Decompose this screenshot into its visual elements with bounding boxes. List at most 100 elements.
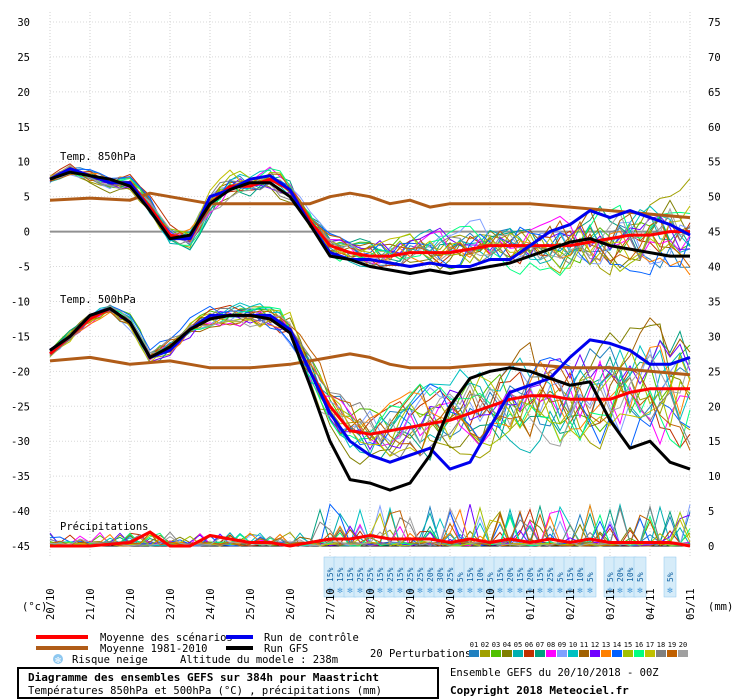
snowflake-icon: ✻ [337,586,343,596]
x-date-label: 31/10 [485,588,497,620]
snow-risk-label: 25% [366,567,375,582]
x-date-label: 01/11 [525,588,537,620]
snowflake-icon: ✻ [667,586,673,596]
legend-snow-label: Risque neige [72,654,148,666]
snow-risk-label: 15% [516,567,525,582]
x-date-label: 24/10 [205,588,217,620]
left-tick-label: 0 [24,227,30,239]
right-tick-label: 25 [708,366,721,378]
perturbation-line [49,310,691,456]
perturbation-legend: 01 02 03 04 05 06 07 08 09 10 11 12 13 14 15 16 17 18 19 20 [469,641,688,657]
snow-risk-label: 20% [426,567,435,582]
left-tick-label: -5 [17,262,30,274]
perturbation-id: 01 [470,641,478,649]
x-date-label: 21/10 [85,588,97,620]
x-date-label: 22/10 [125,588,137,620]
panel-label: Précipitations [60,521,149,533]
perturbation-swatch [535,650,545,657]
right-tick-label: 20 [708,401,721,413]
perturbations-label: 20 Perturbations [370,648,471,660]
snowflake-icon: ✻ [387,586,393,596]
right-tick-label: 60 [708,122,721,134]
series-line [49,352,691,377]
perturbation-id: 11 [580,641,588,649]
snow-risk-cell [633,556,647,598]
left-tick-label: -35 [11,471,30,483]
perturbation-swatch [678,650,688,657]
snowflake-icon: ✻ [367,586,373,596]
snow-risk-label: 15% [326,567,335,582]
perturbation-id: 16 [635,641,643,649]
perturbation-id: 09 [558,641,566,649]
snowflake-icon: ✻ [517,586,523,596]
snow-risk-label: 5% [456,572,465,582]
x-date-label: 05/11 [685,588,697,620]
snow-risk-label: 15% [346,567,355,582]
axes: 302520151050-5-10-15-20-25-30-35-40-4575… [11,17,733,620]
left-tick-label: 15 [17,122,30,134]
snow-risk-cell [663,556,677,598]
legend-clim-label: Moyenne 1981-2010 [100,643,207,655]
panel-label: Temp. 500hPa [60,294,136,306]
snowflake-icon: ✻ [537,586,543,596]
x-date-label: 23/10 [165,588,177,620]
right-tick-label: 55 [708,157,721,169]
perturbation-swatch [568,650,578,657]
legend-control-label: Run de contrôle [264,632,359,644]
snow-risk-label: 15% [496,567,505,582]
snowflake-icon: ✻ [487,586,493,596]
perturbation-swatch [656,650,666,657]
perturbation-swatch [502,650,512,657]
snow-risk-label: 25% [446,567,455,582]
snowflake-icon: ✻ [557,586,563,596]
perturbation-id: 17 [646,641,654,649]
snowflake-icon: ✻ [427,586,433,596]
footer-box [17,667,439,699]
left-tick-label: -15 [11,331,30,343]
copyright-label: Copyright 2018 Meteociel.fr [450,684,629,697]
snow-risk-label: 15% [336,567,345,582]
perturbation-id: 13 [602,641,610,649]
perturbation-swatch [612,650,622,657]
perturbation-precip-line [49,509,691,547]
snow-risk-label: 5% [666,572,675,582]
snowflake-icon: ✻ [637,586,643,596]
snow-risk-label: 20% [526,567,535,582]
left-tick-label: 5 [24,192,30,204]
x-date-label: 27/10 [325,588,337,620]
series-line [49,167,690,258]
snowflake-icon: ✻ [457,586,463,596]
perturbation-id: 05 [514,641,522,649]
main-series [49,167,691,548]
grid [49,12,691,556]
perturbation-swatch [513,650,523,657]
x-date-label: 04/11 [645,588,657,620]
snowflake-icon: ✻ [497,586,503,596]
snowflake-icon: ✻ [437,586,443,596]
left-tick-label: 25 [17,52,30,64]
ensemble-label: Ensemble GEFS du 20/10/2018 - 00Z [450,667,659,679]
snowflake-icon: ✻ [617,586,623,596]
left-tick-label: 30 [17,17,30,29]
perturbation-id: 08 [547,641,555,649]
perturbation-swatch [546,650,556,657]
perturbation-id: 19 [668,641,676,649]
snow-risk-label: 15% [566,567,575,582]
perturbation-precip-line [50,507,691,547]
left-tick-label: -40 [11,506,30,518]
right-tick-label: 75 [708,17,721,29]
snowflake-icon: ✻ [547,586,553,596]
right-tick-label: 0 [708,541,714,553]
altitude-label: Altitude du modele : 238m [180,654,338,666]
perturbation-swatch [601,650,611,657]
perturbation-id: 07 [536,641,544,649]
perturbation-id: 06 [525,641,533,649]
right-tick-label: 70 [708,52,721,64]
x-date-label: 30/10 [445,588,457,620]
footer-title: Diagramme des ensembles GEFS sur 384h po… [28,671,379,684]
snow-risk-label: 10% [476,567,485,582]
legend-gfs-label: Run GFS [264,643,308,655]
x-date-label: 20/10 [45,588,57,620]
snow-risk-cell [583,556,597,598]
